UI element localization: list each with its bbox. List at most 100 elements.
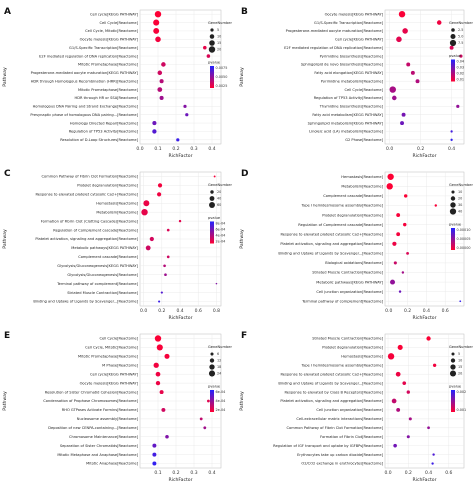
pathway-label: Type I hemidesmosome assembly[Reactome] bbox=[301, 204, 384, 208]
y-axis-title: Pathway bbox=[239, 67, 245, 87]
bubble-point bbox=[406, 390, 410, 394]
size-legend-label: 18 bbox=[217, 365, 221, 369]
bubble-point bbox=[401, 112, 406, 117]
pathway-label: Separation of Sister Chromatids[Reactome… bbox=[60, 444, 139, 448]
pathway-label: Terminal pathway of complement[Reactome] bbox=[301, 299, 384, 303]
pathway-label: Hemostasis[Reactome] bbox=[341, 175, 383, 179]
color-legend-bar bbox=[210, 66, 214, 88]
pathway-label: Binding and Uptake of Ligands by Scaveng… bbox=[33, 300, 138, 304]
size-legend-dot bbox=[449, 39, 457, 47]
color-legend-label: 0.03 bbox=[457, 66, 465, 70]
bubble-point bbox=[152, 443, 157, 448]
size-legend-dot bbox=[209, 358, 215, 363]
bubble-point bbox=[166, 228, 170, 232]
x-tick-label: 0.2 bbox=[405, 470, 412, 476]
pathway-label: Complement cascade[Reactome] bbox=[78, 255, 138, 259]
x-tick-label: 0.3 bbox=[190, 470, 197, 476]
bubble-point bbox=[390, 279, 395, 285]
bubble-point bbox=[402, 28, 408, 34]
bubble-point bbox=[427, 426, 430, 430]
bubble-point bbox=[406, 62, 411, 67]
bubble-point bbox=[459, 300, 462, 303]
x-tick-label: 0.4 bbox=[423, 308, 430, 314]
bubble-point bbox=[158, 300, 161, 303]
bubble-point bbox=[410, 70, 415, 75]
plot-area bbox=[384, 9, 465, 145]
bubble-point bbox=[155, 371, 161, 377]
size-legend-dot bbox=[208, 370, 216, 377]
pathway-label: Pyrimidine metabolism[Reactome] bbox=[321, 79, 384, 83]
bubble-point bbox=[183, 104, 187, 108]
pathway-label: O2/CO2 exchange in erythrocytes[Reactome… bbox=[301, 462, 383, 466]
bubble-point bbox=[402, 381, 407, 385]
pathway-label: Common Pathway of Fibrin Clot Formation[… bbox=[42, 175, 139, 179]
size-legend-title: GeneNumber bbox=[449, 21, 473, 25]
bubble-point bbox=[393, 261, 397, 265]
bubble-point bbox=[203, 426, 207, 430]
bubble-point bbox=[386, 183, 393, 190]
pathway-label: Cell cycle[KEGG PATHWAY] bbox=[335, 38, 384, 42]
color-legend-label: 0.04 bbox=[457, 60, 465, 64]
x-tick-label: 0.0 bbox=[385, 308, 392, 314]
color-legend-bar bbox=[451, 59, 455, 82]
pathway-label: RHO GTPases Activate Formins[Reactome] bbox=[62, 408, 139, 412]
bubble-point bbox=[426, 336, 431, 341]
size-legend-label: 40 bbox=[458, 210, 462, 214]
pathway-label: Cell-extracellular matrix interactions[R… bbox=[296, 417, 383, 421]
pathway-label: Erythrocytes take up carbon dioxide[Reac… bbox=[297, 453, 384, 457]
x-tick-label: 0.6 bbox=[445, 470, 452, 476]
bubble-point bbox=[415, 79, 420, 84]
bubble-point bbox=[450, 130, 453, 133]
plot-area bbox=[139, 9, 222, 145]
bubble-point bbox=[403, 194, 408, 198]
bubble-point bbox=[199, 417, 203, 421]
pathway-label: Metabolic pathways[KEGG PATHWAY] bbox=[71, 246, 138, 250]
color-legend-bar bbox=[451, 228, 455, 250]
pathway-label: Cell Cycle, Mitotic[Reactome] bbox=[85, 346, 139, 350]
bubble-point bbox=[152, 121, 157, 126]
x-tick-label: 0.0 bbox=[384, 470, 391, 476]
pathway-label: Resolution of Sister Chromatid Cohesion[… bbox=[45, 390, 139, 394]
size-legend-dot bbox=[451, 28, 455, 32]
size-legend-dot bbox=[450, 33, 456, 40]
pathway-label: Complement cascade[Reactome] bbox=[323, 194, 383, 198]
bubble-point bbox=[398, 290, 402, 293]
size-legend-dot bbox=[210, 352, 214, 356]
bubble-point bbox=[154, 335, 162, 342]
size-legend-dot bbox=[449, 370, 457, 377]
panel-c: C 0.0 0.2 0.4 0.6 0.8 Common Pathway of Fibrin… bbox=[2, 169, 232, 321]
pathway-label: Binding and Uptake of Ligands by Scaveng… bbox=[278, 252, 383, 256]
pathway-label: Formation of Fibrin Clot (Clotting Casca… bbox=[41, 219, 139, 223]
bubble-point bbox=[160, 291, 163, 294]
x-tick-label: 0.0 bbox=[140, 308, 147, 314]
color-legend-label: 0.001 bbox=[457, 408, 467, 412]
bubble-point bbox=[432, 453, 435, 456]
bubble-point bbox=[176, 138, 180, 142]
pathway-label: Response to elevated platelet cytosolic … bbox=[35, 193, 138, 197]
size-legend-label: 20 bbox=[458, 372, 462, 376]
bubble-point bbox=[152, 452, 157, 457]
size-legend-dot bbox=[209, 196, 215, 201]
pathway-label: Fatty acid metabolism[KEGG PATHWAY] bbox=[312, 113, 383, 117]
color-legend-title: pvalue bbox=[208, 61, 221, 65]
y-axis-title: Pathway bbox=[2, 229, 8, 249]
bubble-point bbox=[152, 461, 157, 466]
bubble-point bbox=[149, 236, 154, 242]
bubble-point bbox=[153, 19, 160, 26]
pathway-label: Striated Muscle Contraction[Reactome] bbox=[312, 337, 383, 341]
size-legend-title: GeneNumber bbox=[208, 21, 232, 25]
color-legend-label: 6e-04 bbox=[216, 228, 226, 232]
bubble-point bbox=[141, 209, 148, 216]
pathway-label: Oocyte meiosis[KEGG PATHWAY] bbox=[325, 12, 384, 16]
size-legend-dot bbox=[209, 40, 215, 46]
pathway-label: HDR through Homologous Recombination (HR… bbox=[31, 79, 139, 83]
pathway-label: Binding and Uptake of Ligands by Scaveng… bbox=[278, 381, 383, 385]
panel-letter-f: F bbox=[241, 331, 247, 341]
size-legend-label: 5 bbox=[458, 352, 460, 356]
pathway-label: Regulation of Complement cascade[Reactom… bbox=[298, 223, 383, 227]
x-tick-label: 0.2 bbox=[172, 146, 179, 152]
size-legend-label: 24 bbox=[217, 372, 221, 376]
pathway-label: Metabolism[Reactome] bbox=[341, 185, 383, 189]
